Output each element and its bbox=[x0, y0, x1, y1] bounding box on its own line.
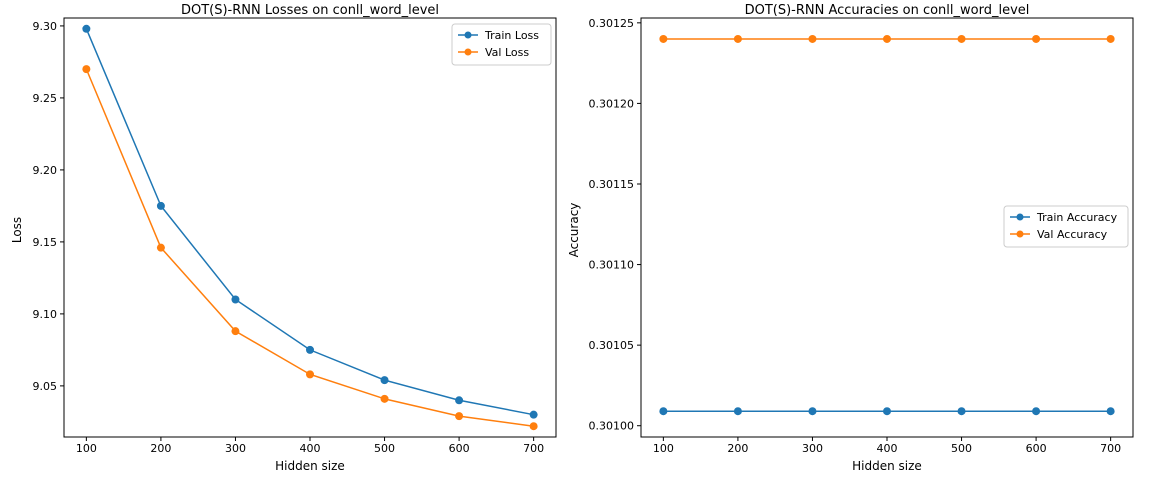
y-tick-label: 0.30115 bbox=[589, 178, 635, 191]
y-tick-label: 0.30120 bbox=[589, 97, 635, 110]
data-point bbox=[231, 295, 240, 304]
legend-label: Train Loss bbox=[484, 29, 539, 42]
x-tick-label: 600 bbox=[449, 442, 470, 455]
loss-chart-legend: Train Loss Val Loss bbox=[451, 23, 552, 66]
data-point bbox=[883, 34, 891, 43]
accuracy-chart: DOT(S)-RNN Accuracies on conll_word_leve… bbox=[567, 3, 1134, 473]
data-point bbox=[380, 394, 389, 403]
legend-marker bbox=[1016, 230, 1024, 238]
data-point bbox=[883, 407, 891, 416]
y-tick-label: 0.30110 bbox=[589, 259, 635, 272]
loss-chart-frame bbox=[63, 17, 557, 438]
data-point bbox=[957, 34, 966, 43]
loss-chart-series bbox=[82, 24, 538, 431]
x-tick-label: 200 bbox=[727, 442, 748, 455]
legend-label: Train Accuracy bbox=[1036, 211, 1118, 224]
loss-chart-ticks: 100 200 300 400 500 600 700 9.05 9.10 9.15 9.20 9.2… bbox=[33, 20, 545, 455]
y-tick-label: 9.05 bbox=[33, 380, 58, 393]
accuracy-chart-series bbox=[659, 34, 1115, 416]
loss-chart-ylabel: Loss bbox=[10, 217, 24, 243]
data-point bbox=[455, 396, 464, 405]
legend-marker bbox=[464, 48, 472, 56]
accuracy-chart-xlabel: Hidden size bbox=[852, 459, 922, 473]
x-tick-label: 100 bbox=[76, 442, 97, 455]
data-point bbox=[529, 410, 538, 419]
x-tick-label: 200 bbox=[150, 442, 171, 455]
series-line bbox=[85, 28, 534, 416]
data-point bbox=[808, 407, 817, 416]
x-tick-label: 100 bbox=[653, 442, 674, 455]
y-tick-label: 9.10 bbox=[33, 308, 58, 321]
y-tick-label: 0.30100 bbox=[589, 420, 635, 433]
loss-chart-title: DOT(S)-RNN Losses on conll_word_level bbox=[181, 3, 439, 18]
accuracy-chart-frame bbox=[640, 17, 1134, 438]
accuracy-chart-title: DOT(S)-RNN Accuracies on conll_word_leve… bbox=[745, 3, 1030, 18]
accuracy-chart-ylabel: Accuracy bbox=[567, 203, 581, 258]
x-tick-label: 500 bbox=[951, 442, 972, 455]
data-point bbox=[1106, 34, 1115, 43]
data-point bbox=[733, 34, 742, 43]
data-point bbox=[659, 407, 668, 416]
data-point bbox=[957, 407, 966, 416]
y-tick-label: 9.30 bbox=[33, 20, 58, 33]
data-point bbox=[82, 24, 91, 33]
x-tick-label: 700 bbox=[523, 442, 544, 455]
data-point bbox=[156, 243, 165, 252]
loss-chart-xlabel: Hidden size bbox=[275, 459, 345, 473]
data-point bbox=[1106, 407, 1115, 416]
data-point bbox=[529, 422, 538, 431]
x-tick-label: 300 bbox=[802, 442, 823, 455]
y-tick-label: 0.30105 bbox=[589, 339, 635, 352]
x-tick-label: 600 bbox=[1026, 442, 1047, 455]
data-point bbox=[808, 34, 817, 43]
y-tick-label: 9.25 bbox=[33, 92, 58, 105]
legend-box bbox=[1003, 205, 1129, 248]
accuracy-chart-legend: Train Accuracy Val Accuracy bbox=[1003, 205, 1129, 248]
y-tick-label: 9.15 bbox=[33, 236, 58, 249]
x-tick-label: 300 bbox=[225, 442, 246, 455]
x-tick-label: 400 bbox=[877, 442, 898, 455]
accuracy-chart-ticks: 100 200 300 400 500 600 700 0.30100 0.30105 0.301… bbox=[589, 17, 1122, 455]
legend-marker bbox=[464, 31, 472, 39]
x-tick-label: 500 bbox=[374, 442, 395, 455]
y-tick-label: 9.20 bbox=[33, 164, 58, 177]
data-point bbox=[1032, 407, 1041, 416]
data-point bbox=[82, 65, 91, 74]
x-tick-label: 400 bbox=[300, 442, 321, 455]
data-point bbox=[733, 407, 742, 416]
data-point bbox=[306, 345, 314, 354]
data-point bbox=[231, 327, 240, 336]
legend-marker bbox=[1016, 213, 1024, 221]
data-point bbox=[455, 412, 464, 421]
data-point bbox=[380, 376, 389, 385]
data-point bbox=[306, 370, 314, 379]
legend-label: Val Loss bbox=[485, 46, 529, 59]
x-tick-label: 700 bbox=[1100, 442, 1121, 455]
data-point bbox=[156, 201, 165, 210]
loss-chart: DOT(S)-RNN Losses on conll_word_level Hi… bbox=[10, 3, 557, 473]
y-tick-label: 0.30125 bbox=[589, 17, 635, 30]
data-point bbox=[1032, 34, 1041, 43]
data-point bbox=[659, 34, 668, 43]
legend-label: Val Accuracy bbox=[1037, 228, 1108, 241]
